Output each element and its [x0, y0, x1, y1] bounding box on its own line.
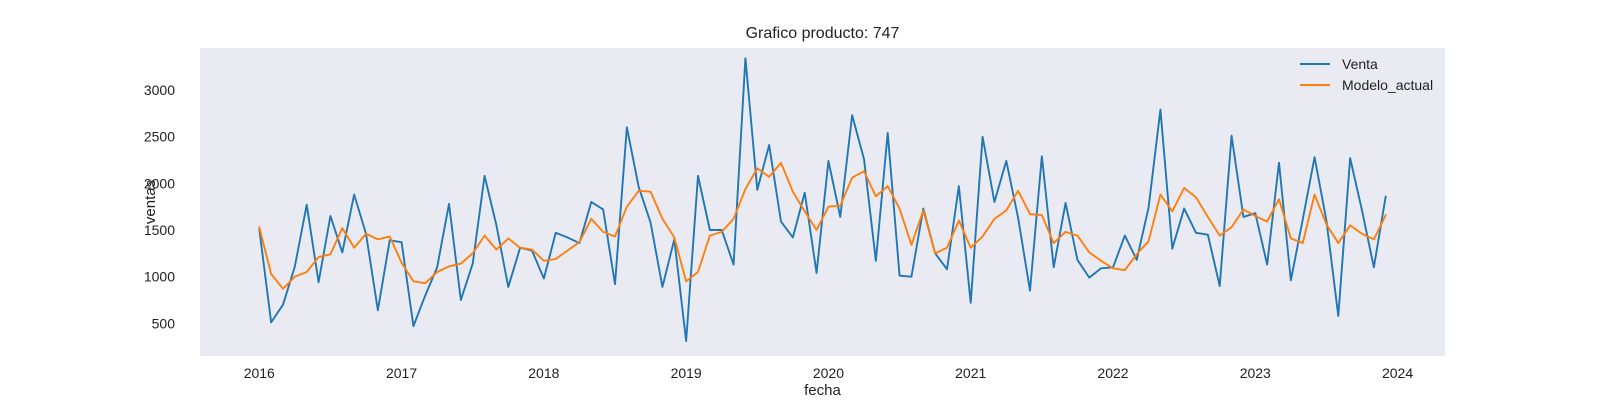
y-axis: 500 1000 1500 2000 2500 3000	[144, 82, 175, 331]
y-tick-label: 3000	[144, 82, 175, 98]
x-tick-label: 2024	[1382, 365, 1413, 381]
x-tick-label: 2019	[671, 365, 702, 381]
x-tick-label: 2017	[386, 365, 417, 381]
y-axis-label: ventas	[142, 180, 159, 224]
x-tick-label: 2020	[813, 365, 844, 381]
y-tick-label: 500	[152, 315, 176, 331]
legend-label: Venta	[1342, 56, 1378, 72]
x-tick-label: 2016	[244, 365, 275, 381]
legend-label: Modelo_actual	[1342, 77, 1433, 93]
y-tick-label: 2000	[144, 175, 175, 191]
chart-title: Grafico producto: 747	[746, 25, 900, 42]
x-tick-label: 2018	[528, 365, 559, 381]
series-line-modelo-actual	[258, 161, 1387, 290]
series-lines	[258, 57, 1387, 343]
legend: Venta Modelo_actual	[1300, 56, 1433, 93]
plot-area	[200, 48, 1445, 356]
y-tick-label: 2500	[144, 129, 175, 145]
x-axis: 2016 2017 2018 2019 2020 2021 2022 2023 2024	[244, 365, 1414, 381]
y-tick-label: 1500	[144, 222, 175, 238]
x-tick-label: 2023	[1240, 365, 1271, 381]
x-axis-label: fecha	[804, 382, 841, 399]
x-tick-label: 2021	[955, 365, 986, 381]
y-tick-label: 1000	[144, 269, 175, 285]
x-tick-label: 2022	[1097, 365, 1128, 381]
